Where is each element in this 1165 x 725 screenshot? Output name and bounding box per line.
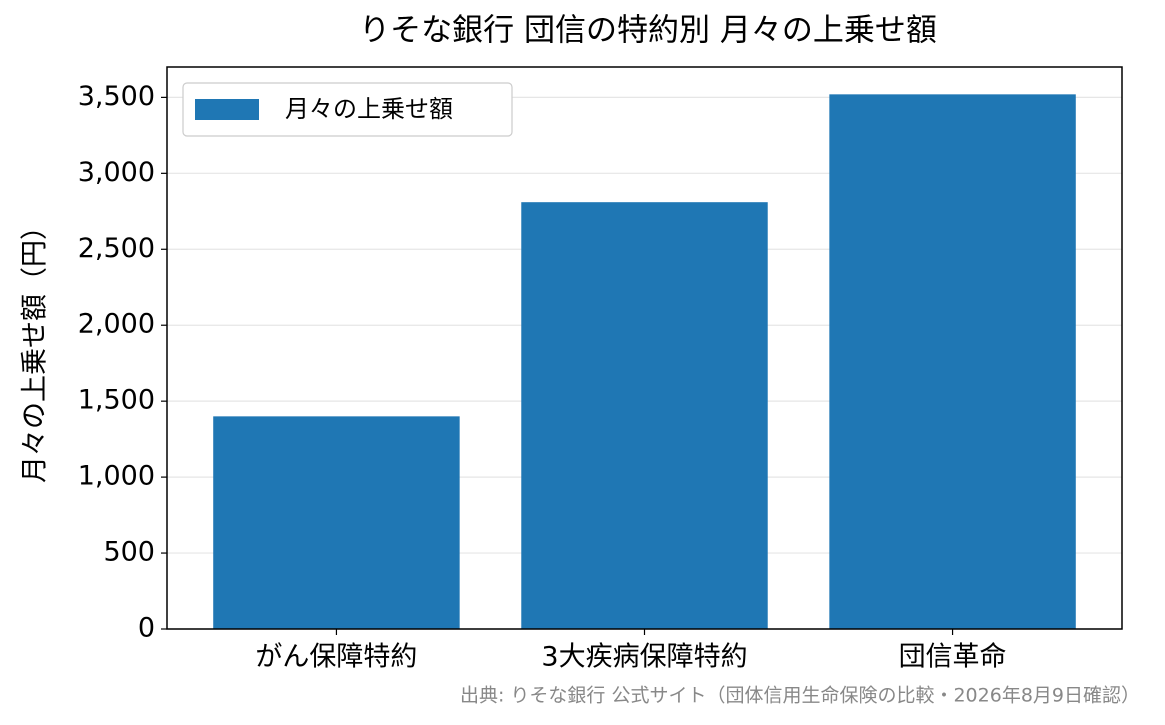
y-axis-label: 月々の上乗せ額（円） [20, 213, 51, 483]
y-tick-label: 0 [138, 613, 155, 644]
legend-label: 月々の上乗せ額 [285, 95, 453, 123]
y-tick-label: 2,500 [78, 233, 155, 264]
y-tick-label: 500 [103, 537, 155, 568]
y-tick-label: 1,500 [78, 385, 155, 416]
chart-title: りそな銀行 団信の特約別 月々の上乗せ額 [359, 13, 937, 49]
bar [213, 416, 460, 629]
x-tick-label: 3大疾病保障特約 [541, 642, 747, 673]
legend-box [182, 82, 513, 137]
x-tick-label: がん保障特約 [255, 642, 417, 673]
y-tick-label: 1,000 [78, 461, 155, 492]
legend-swatch [195, 99, 259, 120]
y-tick-label: 3,500 [78, 81, 155, 112]
plot-frame [166, 66, 1123, 630]
bar [829, 94, 1076, 630]
source-note: 出典: りそな銀行 公式サイト（団体信用生命保険の比較・2026年8月9日確認） [460, 685, 1140, 707]
x-tick-label: 団信革命 [899, 642, 1007, 673]
bar [521, 202, 768, 629]
y-tick-label: 2,000 [78, 309, 155, 340]
y-tick-label: 3,000 [78, 157, 155, 188]
